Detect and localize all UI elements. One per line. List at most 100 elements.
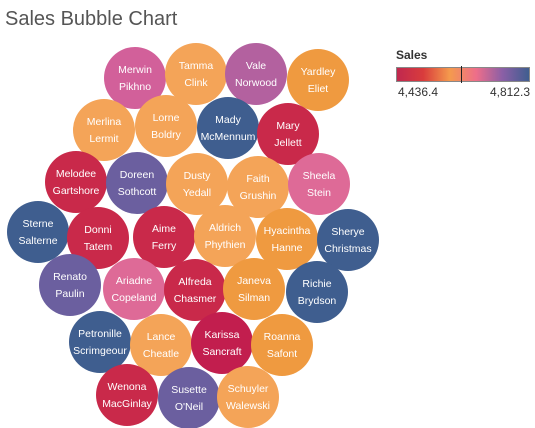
bubble-mark[interactable] bbox=[225, 43, 287, 105]
bubble-mark[interactable] bbox=[158, 367, 220, 428]
legend-marker bbox=[461, 66, 463, 83]
bubble-last-name-label: Ferry bbox=[152, 240, 177, 252]
bubble-last-name-label: Gartshore bbox=[53, 185, 100, 197]
bubble-first-name-label: Hyacintha bbox=[264, 225, 311, 237]
bubble-mark[interactable] bbox=[39, 254, 101, 316]
bubble-mark[interactable] bbox=[256, 208, 318, 270]
bubble-donni-tatem[interactable]: Donni Tatem bbox=[67, 207, 129, 269]
bubble-mark[interactable] bbox=[103, 258, 165, 320]
bubble-yardley-eliet[interactable]: Yardley Eliet bbox=[287, 49, 349, 111]
bubble-first-name-label: Yardley bbox=[301, 66, 337, 78]
bubble-ariadne-copeland[interactable]: Ariadne Copeland bbox=[103, 258, 165, 320]
bubble-mark[interactable] bbox=[251, 314, 313, 376]
bubble-last-name-label: Hanne bbox=[272, 242, 303, 254]
bubble-vale-norwood[interactable]: Vale Norwood bbox=[225, 43, 287, 105]
bubble-first-name-label: Lorne bbox=[153, 112, 180, 124]
bubble-lance-cheatle[interactable]: Lance Cheatle bbox=[130, 314, 192, 376]
bubble-mark[interactable] bbox=[217, 366, 279, 428]
bubble-first-name-label: Susette bbox=[171, 384, 207, 396]
bubble-aldrich-phythien[interactable]: Aldrich Phythien bbox=[194, 205, 256, 267]
bubble-last-name-label: Salterne bbox=[18, 235, 57, 247]
legend-gradient-bar bbox=[396, 66, 530, 83]
bubble-first-name-label: Faith bbox=[246, 173, 270, 185]
bubble-aime-ferry[interactable]: Aime Ferry bbox=[133, 206, 195, 268]
bubble-first-name-label: Roanna bbox=[264, 331, 301, 343]
bubble-mark[interactable] bbox=[133, 206, 195, 268]
bubble-schuyler-walewski[interactable]: Schuyler Walewski bbox=[217, 366, 279, 428]
bubble-first-name-label: Aime bbox=[152, 223, 176, 235]
bubble-mark[interactable] bbox=[194, 205, 256, 267]
bubble-last-name-label: Safont bbox=[267, 348, 297, 360]
bubble-mark[interactable] bbox=[164, 259, 226, 321]
bubble-mark[interactable] bbox=[227, 156, 289, 218]
bubble-petronille-scrimgeour[interactable]: Petronille Scrimgeour bbox=[69, 311, 131, 373]
bubble-last-name-label: O'Neil bbox=[175, 401, 203, 413]
bubble-mark[interactable] bbox=[317, 209, 379, 271]
bubble-last-name-label: Grushin bbox=[240, 190, 277, 202]
bubble-renato-paulin[interactable]: Renato Paulin bbox=[39, 254, 101, 316]
bubble-susette-o-neil[interactable]: Susette O'Neil bbox=[158, 367, 220, 428]
bubble-first-name-label: Renato bbox=[53, 271, 87, 283]
bubble-first-name-label: Donni bbox=[84, 224, 111, 236]
bubble-lorne-boldry[interactable]: Lorne Boldry bbox=[135, 95, 197, 157]
bubble-first-name-label: Melodee bbox=[56, 168, 96, 180]
bubble-mark[interactable] bbox=[286, 261, 348, 323]
bubble-faith-grushin[interactable]: Faith Grushin bbox=[227, 156, 289, 218]
bubble-mark[interactable] bbox=[104, 47, 166, 109]
bubble-mark[interactable] bbox=[67, 207, 129, 269]
legend-labels: 4,436.4 4,812.3 bbox=[396, 85, 532, 99]
bubble-tamma-clink[interactable]: Tamma Clink bbox=[165, 43, 227, 105]
legend-title: Sales bbox=[396, 48, 428, 62]
bubble-first-name-label: Merwin bbox=[118, 64, 152, 76]
bubble-mark[interactable] bbox=[191, 312, 253, 374]
bubble-mark[interactable] bbox=[130, 314, 192, 376]
bubble-hyacintha-hanne[interactable]: Hyacintha Hanne bbox=[256, 208, 318, 270]
bubble-last-name-label: Scrimgeour bbox=[73, 345, 127, 357]
bubble-mark[interactable] bbox=[7, 201, 69, 263]
bubble-alfreda-chasmer[interactable]: Alfreda Chasmer bbox=[164, 259, 226, 321]
bubble-last-name-label: Paulin bbox=[55, 288, 84, 300]
bubble-sheela-stein[interactable]: Sheela Stein bbox=[288, 153, 350, 215]
bubble-mark[interactable] bbox=[287, 49, 349, 111]
bubble-mark[interactable] bbox=[69, 311, 131, 373]
bubble-mady-mcmennum[interactable]: Mady McMennum bbox=[197, 97, 259, 159]
bubble-last-name-label: Jellett bbox=[274, 137, 302, 149]
bubble-last-name-label: Stein bbox=[307, 187, 331, 199]
bubble-melodee-gartshore[interactable]: Melodee Gartshore bbox=[45, 151, 107, 213]
legend-min-label: 4,436.4 bbox=[398, 85, 439, 99]
bubble-dusty-yedall[interactable]: Dusty Yedall bbox=[166, 153, 228, 215]
bubble-sterne-salterne[interactable]: Sterne Salterne bbox=[7, 201, 69, 263]
bubble-doreen-sothcott[interactable]: Doreen Sothcott bbox=[106, 152, 168, 214]
bubble-mark[interactable] bbox=[166, 153, 228, 215]
bubble-mark[interactable] bbox=[257, 103, 319, 165]
bubble-mark[interactable] bbox=[96, 364, 158, 426]
bubble-first-name-label: Richie bbox=[302, 278, 331, 290]
bubble-mark[interactable] bbox=[135, 95, 197, 157]
bubble-last-name-label: Norwood bbox=[235, 77, 277, 89]
bubble-mark[interactable] bbox=[165, 43, 227, 105]
bubble-merwin-pikhno[interactable]: Merwin Pikhno bbox=[104, 47, 166, 109]
bubble-richie-brydson[interactable]: Richie Brydson bbox=[286, 261, 348, 323]
bubble-last-name-label: Walewski bbox=[226, 400, 270, 412]
bubble-mark[interactable] bbox=[45, 151, 107, 213]
bubble-mark[interactable] bbox=[106, 152, 168, 214]
bubble-mark[interactable] bbox=[288, 153, 350, 215]
bubble-first-name-label: Sheela bbox=[303, 170, 336, 182]
bubble-first-name-label: Wenona bbox=[108, 381, 147, 393]
bubble-merlina-lermit[interactable]: Merlina Lermit bbox=[73, 99, 135, 161]
bubble-first-name-label: Janeva bbox=[237, 275, 271, 287]
bubble-first-name-label: Mary bbox=[276, 120, 300, 132]
bubble-last-name-label: Silman bbox=[238, 292, 270, 304]
bubble-first-name-label: Alfreda bbox=[178, 276, 211, 288]
bubble-sherye-christmas[interactable]: Sherye Christmas bbox=[317, 209, 379, 271]
bubble-first-name-label: Tamma bbox=[179, 60, 214, 72]
bubble-mary-jellett[interactable]: Mary Jellett bbox=[257, 103, 319, 165]
bubble-mark[interactable] bbox=[73, 99, 135, 161]
bubble-janeva-silman[interactable]: Janeva Silman bbox=[223, 258, 285, 320]
bubble-wenona-macginlay[interactable]: Wenona MacGinlay bbox=[96, 364, 158, 426]
bubble-mark[interactable] bbox=[223, 258, 285, 320]
bubble-roanna-safont[interactable]: Roanna Safont bbox=[251, 314, 313, 376]
bubble-last-name-label: Pikhno bbox=[119, 81, 151, 93]
bubble-karissa-sancraft[interactable]: Karissa Sancraft bbox=[191, 312, 253, 374]
bubble-mark[interactable] bbox=[197, 97, 259, 159]
